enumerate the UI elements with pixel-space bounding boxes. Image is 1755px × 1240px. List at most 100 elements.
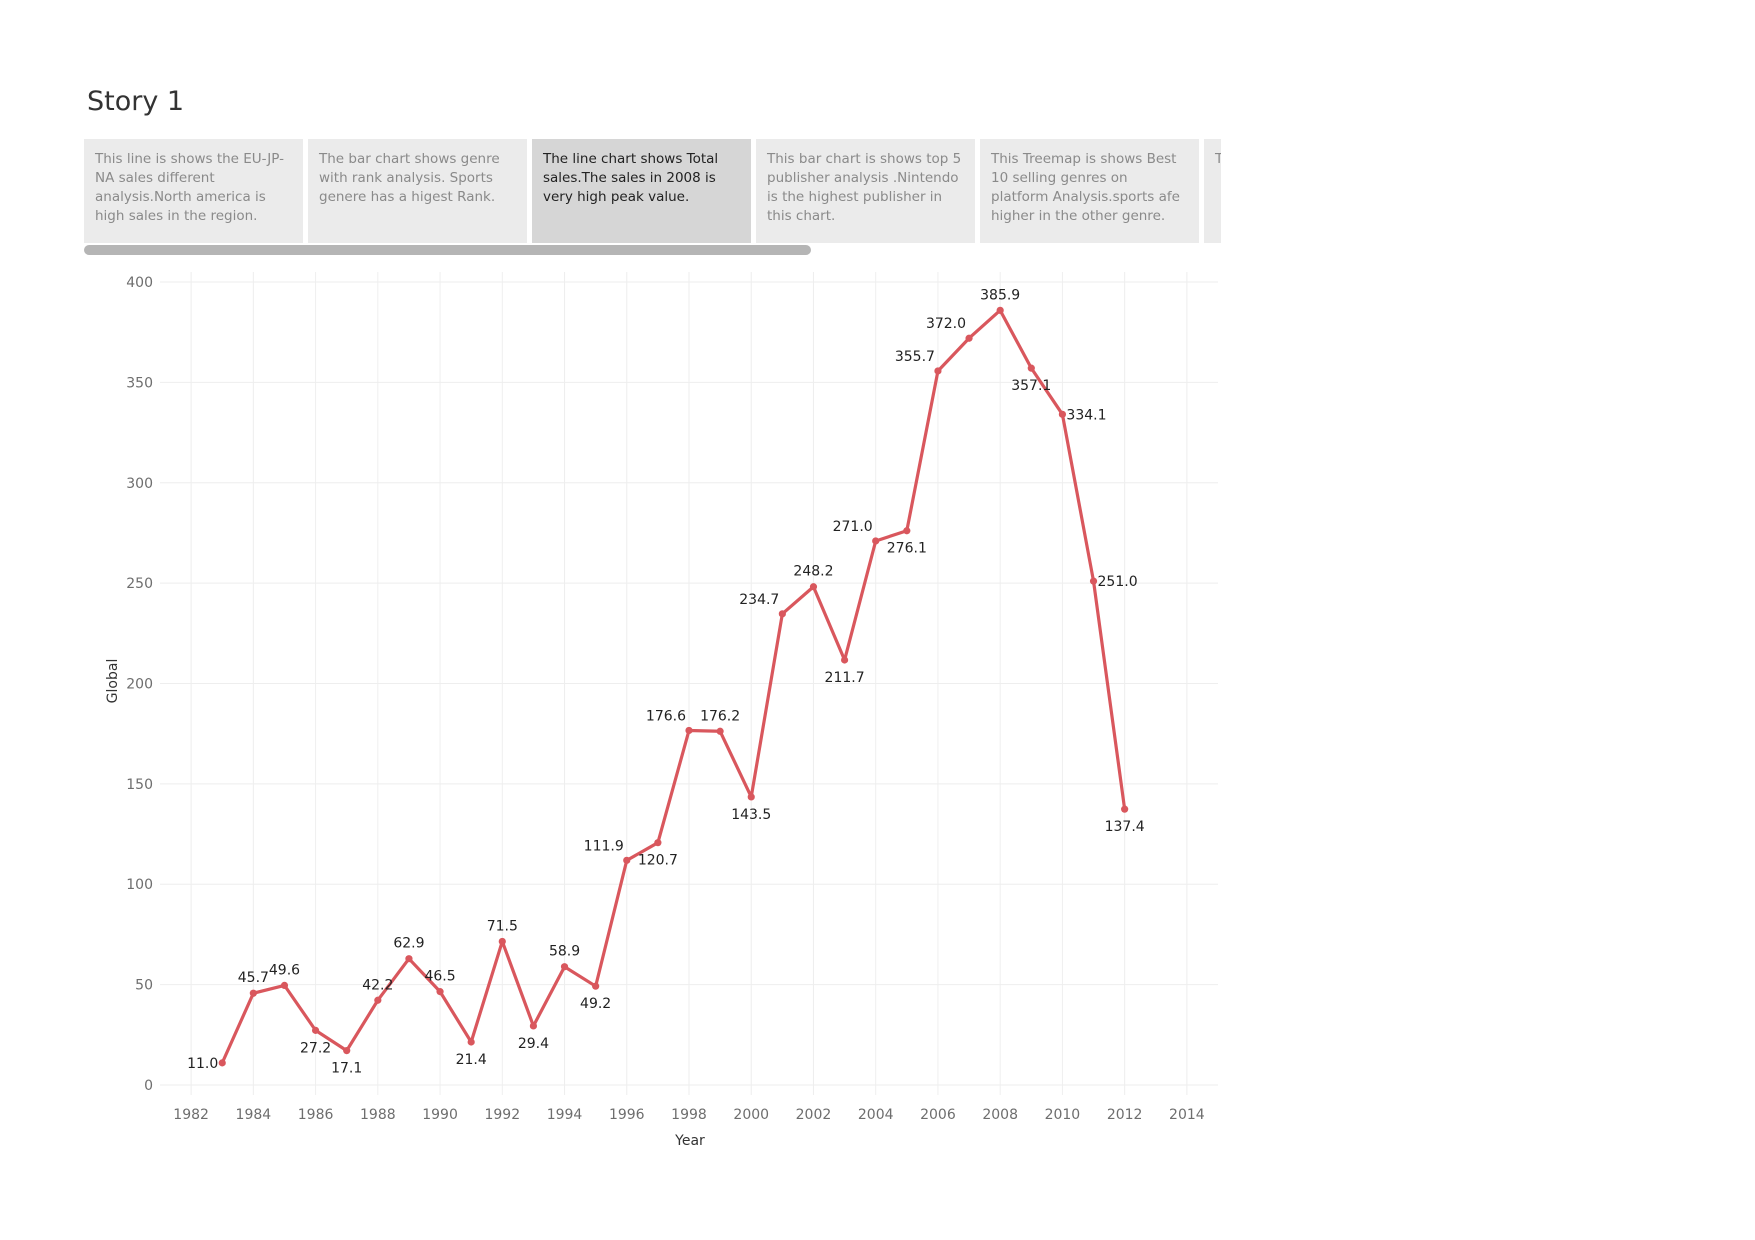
data-label: 58.9 xyxy=(549,944,580,960)
data-point[interactable] xyxy=(405,955,413,963)
data-point[interactable] xyxy=(1089,577,1098,585)
data-point[interactable] xyxy=(654,839,662,847)
data-label: 137.4 xyxy=(1105,819,1145,835)
data-point[interactable] xyxy=(809,583,818,591)
data-point[interactable] xyxy=(934,367,942,375)
story-point-1[interactable]: This line is shows the EU-JP-NA sales di… xyxy=(84,139,303,243)
story-point-3[interactable]: The line chart shows Total sales.The sal… xyxy=(532,139,751,243)
data-point[interactable] xyxy=(311,1026,320,1034)
data-label: 46.5 xyxy=(424,969,455,985)
y-axis-ticks: 0 50 100 150 200 250 300 350 400 xyxy=(126,275,153,1094)
x-tick-label: 1982 xyxy=(173,1107,209,1123)
x-tick-label: 1994 xyxy=(547,1107,583,1123)
data-label: 17.1 xyxy=(331,1061,362,1077)
data-point[interactable] xyxy=(747,793,755,801)
data-label: 234.7 xyxy=(739,592,779,608)
data-point[interactable] xyxy=(623,856,631,864)
data-label: 176.2 xyxy=(700,708,740,724)
data-label: 176.6 xyxy=(646,708,686,724)
data-point[interactable] xyxy=(1121,805,1129,813)
data-point[interactable] xyxy=(778,610,786,618)
x-tick-label: 2010 xyxy=(1045,1107,1081,1123)
x-tick-label: 2006 xyxy=(920,1107,956,1123)
data-point[interactable] xyxy=(592,982,600,990)
x-tick-label: 1998 xyxy=(671,1107,707,1123)
y-tick-label: 50 xyxy=(135,978,153,994)
y-tick-label: 400 xyxy=(126,275,153,291)
data-point[interactable] xyxy=(965,334,973,342)
y-tick-label: 0 xyxy=(144,1078,153,1094)
data-label: 334.1 xyxy=(1066,407,1106,423)
x-tick-label: 2014 xyxy=(1169,1107,1205,1123)
data-point[interactable] xyxy=(903,527,911,535)
series-line xyxy=(220,308,1127,1064)
data-point[interactable] xyxy=(716,727,724,735)
data-point[interactable] xyxy=(374,996,382,1004)
data-label: 355.7 xyxy=(895,349,935,365)
chart-gridlines xyxy=(160,272,1218,1095)
data-point[interactable] xyxy=(1027,364,1035,372)
data-label: 49.2 xyxy=(580,996,611,1012)
x-axis-ticks: 1982 1984 1986 1988 1990 1992 1994 1996 1998 2000… xyxy=(173,1107,1204,1123)
data-label: 248.2 xyxy=(793,564,833,580)
data-point[interactable] xyxy=(1058,410,1067,418)
data-label: 29.4 xyxy=(518,1036,549,1052)
data-label: 11.0 xyxy=(187,1056,218,1072)
x-axis-title: Year xyxy=(674,1133,705,1149)
data-label: 27.2 xyxy=(300,1040,331,1056)
x-tick-label: 2004 xyxy=(858,1107,894,1123)
data-point[interactable] xyxy=(436,988,444,996)
data-label: 276.1 xyxy=(887,541,927,557)
x-tick-label: 1990 xyxy=(422,1107,458,1123)
data-label: 271.0 xyxy=(833,519,873,535)
y-tick-label: 100 xyxy=(126,877,153,893)
story-navigator: This line is shows the EU-JP-NA sales di… xyxy=(84,139,1221,243)
data-point[interactable] xyxy=(840,656,849,664)
story-point-5[interactable]: This Treemap is shows Best 10 selling ge… xyxy=(980,139,1199,243)
data-point[interactable] xyxy=(280,981,289,990)
data-labels: 11.0 45.7 49.6 27.217.1 42.2 62.9 46.5 21.4 71.5… xyxy=(187,287,1145,1076)
story-point-4[interactable]: This bar chart is shows top 5 publisher … xyxy=(756,139,975,243)
data-label: 385.9 xyxy=(980,287,1020,303)
data-point[interactable] xyxy=(529,1022,538,1030)
data-label: 45.7 xyxy=(238,970,269,986)
data-label: 211.7 xyxy=(825,670,865,686)
x-tick-label: 2002 xyxy=(796,1107,832,1123)
x-tick-label: 1984 xyxy=(236,1107,272,1123)
story-scrollbar[interactable] xyxy=(84,245,811,255)
data-point[interactable] xyxy=(249,989,257,997)
data-point[interactable] xyxy=(498,937,506,946)
x-tick-label: 2012 xyxy=(1107,1107,1143,1123)
data-label: 42.2 xyxy=(362,977,393,993)
x-tick-label: 1986 xyxy=(298,1107,334,1123)
y-tick-label: 250 xyxy=(126,576,153,592)
data-point[interactable] xyxy=(343,1047,351,1055)
x-tick-label: 1996 xyxy=(609,1107,645,1123)
data-label: 49.6 xyxy=(269,962,300,978)
story-title: Story 1 xyxy=(87,86,185,117)
x-tick-label: 1992 xyxy=(484,1107,520,1123)
data-point[interactable] xyxy=(467,1038,475,1046)
data-label: 372.0 xyxy=(926,316,966,332)
data-label: 251.0 xyxy=(1098,574,1138,590)
data-point[interactable] xyxy=(872,537,880,545)
y-tick-label: 350 xyxy=(126,375,153,391)
data-point[interactable] xyxy=(218,1059,226,1067)
data-point[interactable] xyxy=(685,726,693,735)
data-point[interactable] xyxy=(996,306,1004,314)
y-tick-label: 200 xyxy=(126,677,153,693)
data-label: 62.9 xyxy=(393,936,424,952)
y-tick-label: 300 xyxy=(126,476,153,492)
data-label: 111.9 xyxy=(584,838,624,854)
x-tick-label: 1988 xyxy=(360,1107,396,1123)
data-label: 21.4 xyxy=(456,1052,487,1068)
x-tick-label: 2000 xyxy=(733,1107,769,1123)
data-point[interactable] xyxy=(560,963,569,971)
data-label: 143.5 xyxy=(731,807,771,823)
series-global xyxy=(218,306,1129,1067)
story-point-2[interactable]: The bar chart shows genre with rank anal… xyxy=(308,139,527,243)
x-tick-label: 2008 xyxy=(982,1107,1018,1123)
y-axis-title: Global xyxy=(105,659,121,704)
story-point-6[interactable]: T hi s .. xyxy=(1204,139,1221,243)
